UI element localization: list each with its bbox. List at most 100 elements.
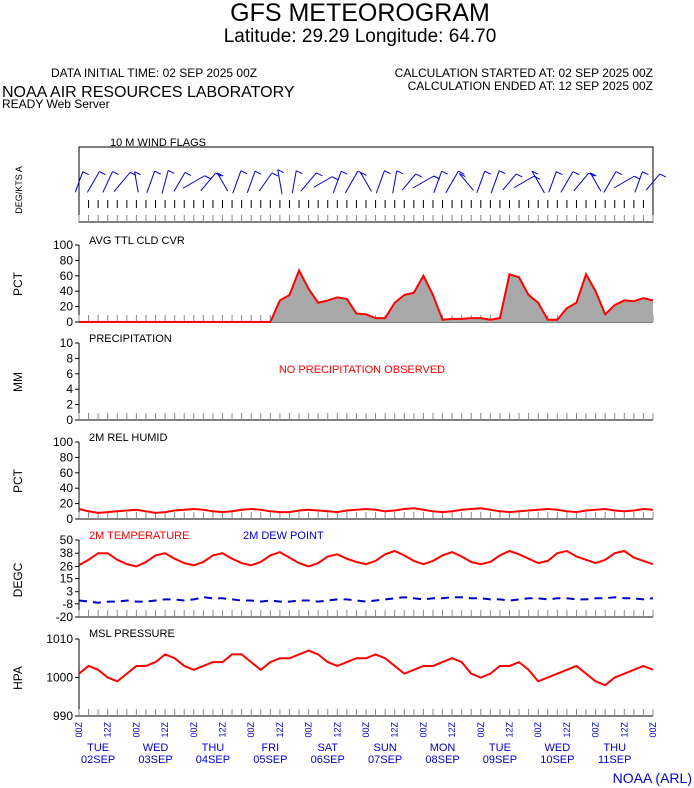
pressure-line — [78, 649, 654, 687]
wind-barb-flag — [615, 171, 623, 176]
x-hour-label: 00Z — [246, 722, 256, 738]
humid-panel-ylabel: PCT — [11, 468, 25, 493]
wind-barb — [344, 170, 359, 194]
wind-barb-flag — [590, 172, 597, 177]
wind-barb — [246, 171, 256, 193]
cloud-cover-area — [79, 270, 653, 322]
x-date-label: 09SEP — [483, 754, 517, 766]
humid-y-tick-label: 40 — [60, 481, 74, 495]
humid-y-tick-label: 20 — [60, 497, 74, 511]
wind-barb — [458, 173, 474, 191]
wind-barb — [589, 172, 602, 192]
x-hour-label: 12Z — [218, 722, 228, 738]
wind-barb-flag — [82, 171, 89, 176]
wind-barb — [86, 171, 100, 193]
humidity-line — [78, 507, 654, 514]
chart-subtitle: Latitude: 29.29 Longitude: 64.70 — [224, 26, 497, 47]
cloud-y-tick-label: 60 — [60, 269, 74, 283]
wind-barb — [513, 175, 535, 189]
wind-barb-flag — [516, 173, 523, 178]
server-name: READY Web Server — [2, 97, 110, 111]
x-hour-label: 00Z — [74, 722, 84, 738]
x-hour-label: 00Z — [476, 722, 486, 738]
x-date-label: 06SEP — [311, 754, 345, 766]
wind-barb — [476, 171, 486, 193]
x-hour-label: 00Z — [418, 722, 428, 738]
wind-barb-flag — [277, 169, 284, 174]
humid-y-tick-label: 80 — [60, 450, 74, 464]
noaa-credit: NOAA (ARL) — [613, 770, 692, 786]
wind-barb — [634, 171, 643, 193]
wind-barb — [502, 173, 517, 191]
x-date-label: 07SEP — [368, 754, 402, 766]
x-day-label: SAT — [317, 742, 338, 754]
precip-y-tick-label: 10 — [60, 336, 74, 350]
wind-barb — [614, 175, 635, 189]
wind-barb — [603, 171, 617, 193]
x-hour-label: 00Z — [361, 722, 371, 738]
temp-y-tick-label: -8 — [62, 597, 73, 611]
pressure-panel-title: MSL PRESSURE — [89, 628, 175, 640]
x-day-label: SUN — [374, 742, 397, 754]
wind-panel-ylabel: DEG/KTS A — [14, 166, 24, 214]
wind-barb — [277, 169, 283, 195]
wind-barb-flag — [331, 176, 339, 181]
lab-name: NOAA AIR RESOURCES LABORATORY — [2, 84, 295, 101]
pressure-panel-ylabel: HPA — [11, 666, 25, 690]
wind-barb-flag — [531, 170, 539, 175]
x-hour-label: 00Z — [304, 722, 314, 738]
wind-barb — [412, 175, 435, 189]
dewpoint-legend-label: 2M DEW POINT — [243, 530, 324, 542]
wind-barb — [645, 173, 661, 191]
temp-y-tick-label: -20 — [56, 610, 74, 624]
x-hour-label: 00Z — [591, 722, 601, 738]
cloud-cover-line — [79, 267, 654, 323]
wind-barb-flag — [459, 173, 466, 178]
x-hour-label: 12Z — [619, 722, 629, 738]
data-initial-time: DATA INITIAL TIME: 02 SEP 2025 00Z — [51, 66, 257, 80]
humid-panel-title: 2M REL HUMID — [89, 432, 167, 444]
wind-barb-flag — [396, 170, 403, 175]
wind-barb — [313, 176, 333, 188]
wind-barb-flag — [240, 170, 248, 175]
wind-barb-flag — [484, 170, 491, 175]
wind-barb-flag — [458, 170, 465, 175]
wind-barb-flag — [341, 170, 348, 175]
x-day-label: TUE — [87, 742, 109, 754]
temperature-line — [78, 549, 654, 568]
cloud-y-tick-label: 20 — [60, 300, 74, 314]
pres-y-tick-label: 990 — [53, 709, 73, 723]
wind-barb — [146, 171, 156, 193]
temp-y-tick-label: 26 — [60, 559, 74, 573]
wind-barb-flag — [254, 170, 262, 175]
wind-barb — [232, 170, 242, 194]
x-date-label: 05SEP — [253, 754, 287, 766]
wind-barb — [300, 172, 317, 192]
wind-barb — [173, 172, 186, 192]
x-day-label: THU — [603, 742, 626, 754]
wind-barb-flag — [167, 169, 175, 174]
wind-barb — [445, 170, 459, 194]
wind-barb — [258, 172, 273, 192]
wind-barb-flag — [659, 173, 666, 178]
wind-barb-flag — [204, 175, 211, 180]
wind-barb-flag — [134, 171, 141, 176]
wind-barb-flag — [184, 172, 192, 176]
x-day-label: TUE — [489, 742, 511, 754]
precip-panel-title: PRECIPITATION — [89, 333, 172, 345]
wind-barb-flag — [642, 171, 649, 176]
wind-barb-flag — [217, 172, 224, 177]
wind-barb — [375, 170, 385, 194]
wind-barb — [200, 172, 216, 192]
wind-barb-flag — [316, 172, 323, 177]
wind-barb-flag — [360, 172, 367, 176]
wind-barb — [182, 175, 205, 189]
temp-panel-ylabel: DEGC — [11, 562, 25, 597]
wind-barb — [573, 172, 590, 192]
wind-barb — [548, 171, 557, 193]
cloud-y-tick-label: 80 — [60, 253, 74, 267]
x-date-label: 08SEP — [425, 754, 459, 766]
temp-y-tick-label: 3 — [66, 585, 73, 599]
temp-y-tick-label: 38 — [60, 546, 74, 560]
